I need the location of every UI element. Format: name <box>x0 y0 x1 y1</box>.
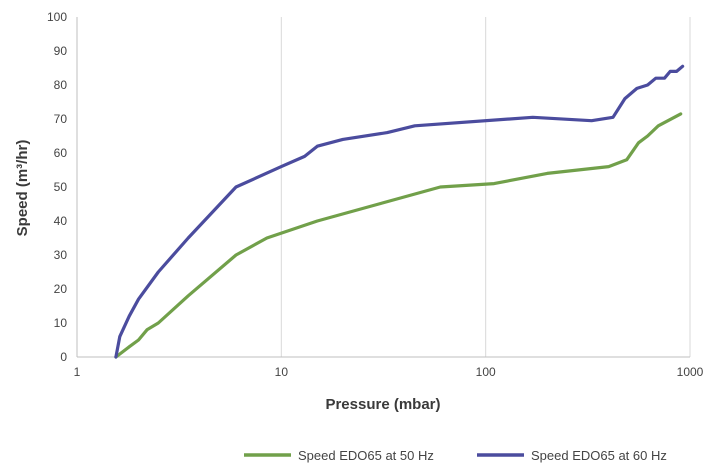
y-tick-label: 80 <box>54 78 68 92</box>
y-tick-label: 90 <box>54 44 68 58</box>
y-tick-label: 40 <box>54 214 68 228</box>
x-tick-label: 1 <box>74 365 81 379</box>
y-tick-label: 0 <box>60 350 67 364</box>
y-axis-title: Speed (m³/hr) <box>14 140 31 237</box>
axes: 1 10 100 1000 0 10 20 30 40 50 60 70 80 90 100 <box>47 10 704 379</box>
y-tick-label: 20 <box>54 282 68 296</box>
axis-labels: Speed (m³/hr) Pressure (mbar) <box>14 140 441 413</box>
x-tick-label: 10 <box>275 365 289 379</box>
y-tick-label: 10 <box>54 316 68 330</box>
x-tick-label: 100 <box>476 365 496 379</box>
legend: Speed EDO65 at 50 Hz Speed EDO65 at 60 Hz <box>244 448 667 463</box>
y-tick-label: 70 <box>54 112 68 126</box>
gridlines <box>280 17 691 357</box>
y-tick-label: 50 <box>54 180 68 194</box>
series-lines <box>114 64 685 359</box>
x-axis-title: Pressure (mbar) <box>325 396 440 413</box>
y-tick-label: 30 <box>54 248 68 262</box>
y-tick-label: 60 <box>54 146 68 160</box>
x-tick-label: 1000 <box>677 365 704 379</box>
legend-label: Speed EDO65 at 50 Hz <box>298 448 434 463</box>
y-tick-label: 100 <box>47 10 67 24</box>
series-line-60hz <box>114 64 685 359</box>
legend-label: Speed EDO65 at 60 Hz <box>531 448 667 463</box>
series-line-50hz <box>114 112 683 359</box>
